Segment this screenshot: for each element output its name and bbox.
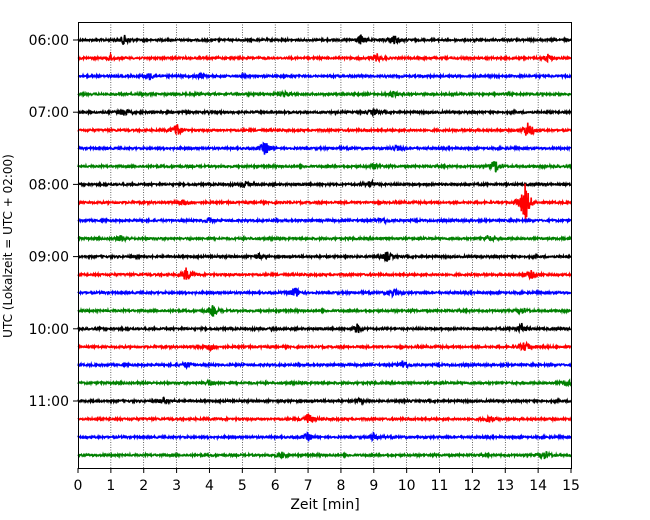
x-tick-label: 5 — [238, 478, 247, 494]
trace-0730 — [77, 141, 572, 155]
trace-1115 — [77, 412, 572, 424]
trace-0645 — [77, 89, 572, 100]
x-tick-label: 6 — [271, 478, 280, 494]
trace-1015 — [77, 340, 572, 353]
y-tick-label: 09:00 — [29, 250, 69, 266]
x-tick-label: 4 — [205, 478, 214, 494]
y-tick-label: 06:00 — [29, 33, 69, 49]
y-axis-title: UTC (Lokalzeit = UTC + 02:00) — [1, 154, 15, 338]
x-tick-label: 0 — [74, 478, 83, 494]
y-tick-label: 08:00 — [29, 177, 69, 193]
trace-1145 — [77, 450, 572, 461]
trace-0845 — [77, 234, 572, 244]
trace-1030 — [77, 360, 572, 371]
trace-0945 — [77, 305, 572, 318]
seismic-traces — [77, 34, 572, 461]
plot-frame — [78, 22, 572, 469]
trace-0630 — [77, 71, 572, 81]
x-tick-label: 13 — [496, 478, 514, 494]
x-tick-label: 14 — [529, 478, 547, 494]
x-tick-label: 3 — [172, 478, 181, 494]
y-axis-ticks: 06:00 07:00 08:00 09:00 10:00 11:00 — [29, 33, 78, 410]
x-tick-label: 7 — [304, 478, 313, 494]
x-tick-label: 15 — [562, 478, 580, 494]
x-tick-label: 12 — [463, 478, 481, 494]
trace-0900 — [77, 251, 572, 263]
x-axis-ticks: 0 1 2 3 4 5 6 7 8 9 10 11 12 13 14 15 — [74, 468, 580, 494]
trace-0800 — [77, 178, 572, 189]
y-tick-label: 10:00 — [29, 322, 69, 338]
x-tick-label: 2 — [139, 478, 148, 494]
trace-1130 — [77, 431, 572, 443]
x-tick-label: 1 — [106, 478, 115, 494]
trace-1100 — [77, 396, 572, 407]
x-tick-label: 9 — [369, 478, 378, 494]
y-tick-label: 07:00 — [29, 105, 69, 121]
y-tick-label: 11:00 — [29, 394, 69, 410]
x-axis-title: Zeit [min] — [290, 497, 359, 513]
x-tick-label: 8 — [336, 478, 345, 494]
trace-0700 — [77, 107, 572, 118]
trace-0930 — [77, 286, 572, 299]
trace-0915 — [77, 267, 572, 281]
trace-1045 — [77, 378, 572, 388]
trace-0715 — [77, 122, 572, 136]
x-tick-label: 10 — [398, 478, 416, 494]
x-tick-label: 11 — [431, 478, 449, 494]
trace-0615 — [77, 51, 572, 64]
trace-0600 — [77, 34, 572, 46]
trace-0830 — [77, 216, 572, 226]
trace-1000 — [77, 322, 572, 335]
vertical-gridlines — [110, 22, 539, 468]
trace-0815 — [77, 183, 572, 222]
trace-0745 — [77, 161, 572, 173]
